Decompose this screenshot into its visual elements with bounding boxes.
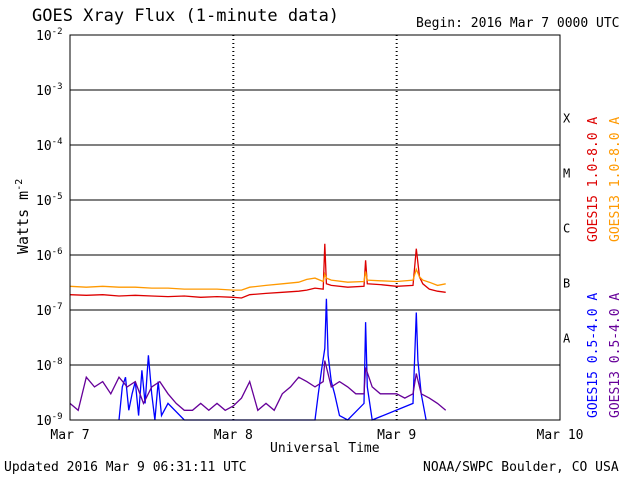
flare-class-label: C (563, 222, 570, 236)
flare-class-label: B (563, 277, 570, 291)
series-line-3 (69, 360, 447, 412)
plot-frame (69, 34, 561, 421)
series-group (69, 243, 447, 421)
plot-grid (70, 35, 560, 420)
begin-time: Begin: 2016 Mar 7 0000 UTC (416, 16, 620, 31)
y-tick-label: 10-8 (36, 357, 63, 374)
legend-goes15-short: GOES15 0.5-4.0 A (586, 292, 601, 418)
legend-goes15-long: GOES15 1.0-8.0 A (586, 116, 601, 242)
x-tick-label: Mar 9 (377, 428, 416, 443)
y-tick-label: 10-3 (36, 82, 63, 99)
flare-class-labels: A B C M X (563, 112, 571, 346)
legend-goes13-short: GOES13 0.5-4.0 A (608, 292, 623, 418)
series-line-2 (118, 298, 427, 421)
x-tick-label: Mar 7 (50, 428, 89, 443)
chart-title: GOES Xray Flux (1-minute data) (32, 6, 340, 26)
series-line-1 (69, 267, 446, 291)
updated-timestamp: Updated 2016 Mar 9 06:31:11 UTC (4, 460, 247, 475)
legend-goes13-long: GOES13 1.0-8.0 A (608, 116, 623, 242)
x-tick-label: Mar 8 (214, 428, 253, 443)
flare-class-label: X (563, 112, 571, 126)
x-axis-title: Universal Time (270, 441, 380, 456)
y-tick-label: 10-6 (36, 247, 63, 264)
series-line-0 (69, 243, 446, 299)
y-tick-label: 10-4 (36, 137, 63, 154)
flare-class-label: A (563, 332, 571, 346)
x-tick-label: Mar 10 (537, 428, 584, 443)
y-tick-labels: 10-9 10-8 10-7 10-6 10-5 10-4 10-3 10-2 (36, 27, 63, 429)
y-tick-label: 10-5 (36, 192, 63, 209)
y-tick-label: 10-7 (36, 302, 63, 319)
flare-class-label: M (563, 167, 570, 181)
x-tick-labels: Mar 7 Mar 8 Mar 9 Mar 10 (50, 428, 583, 443)
y-tick-label: 10-9 (36, 412, 63, 429)
credit-text: NOAA/SWPC Boulder, CO USA (423, 460, 619, 475)
y-axis-title: Watts m-2 (14, 178, 32, 254)
y-tick-label: 10-2 (36, 27, 63, 44)
